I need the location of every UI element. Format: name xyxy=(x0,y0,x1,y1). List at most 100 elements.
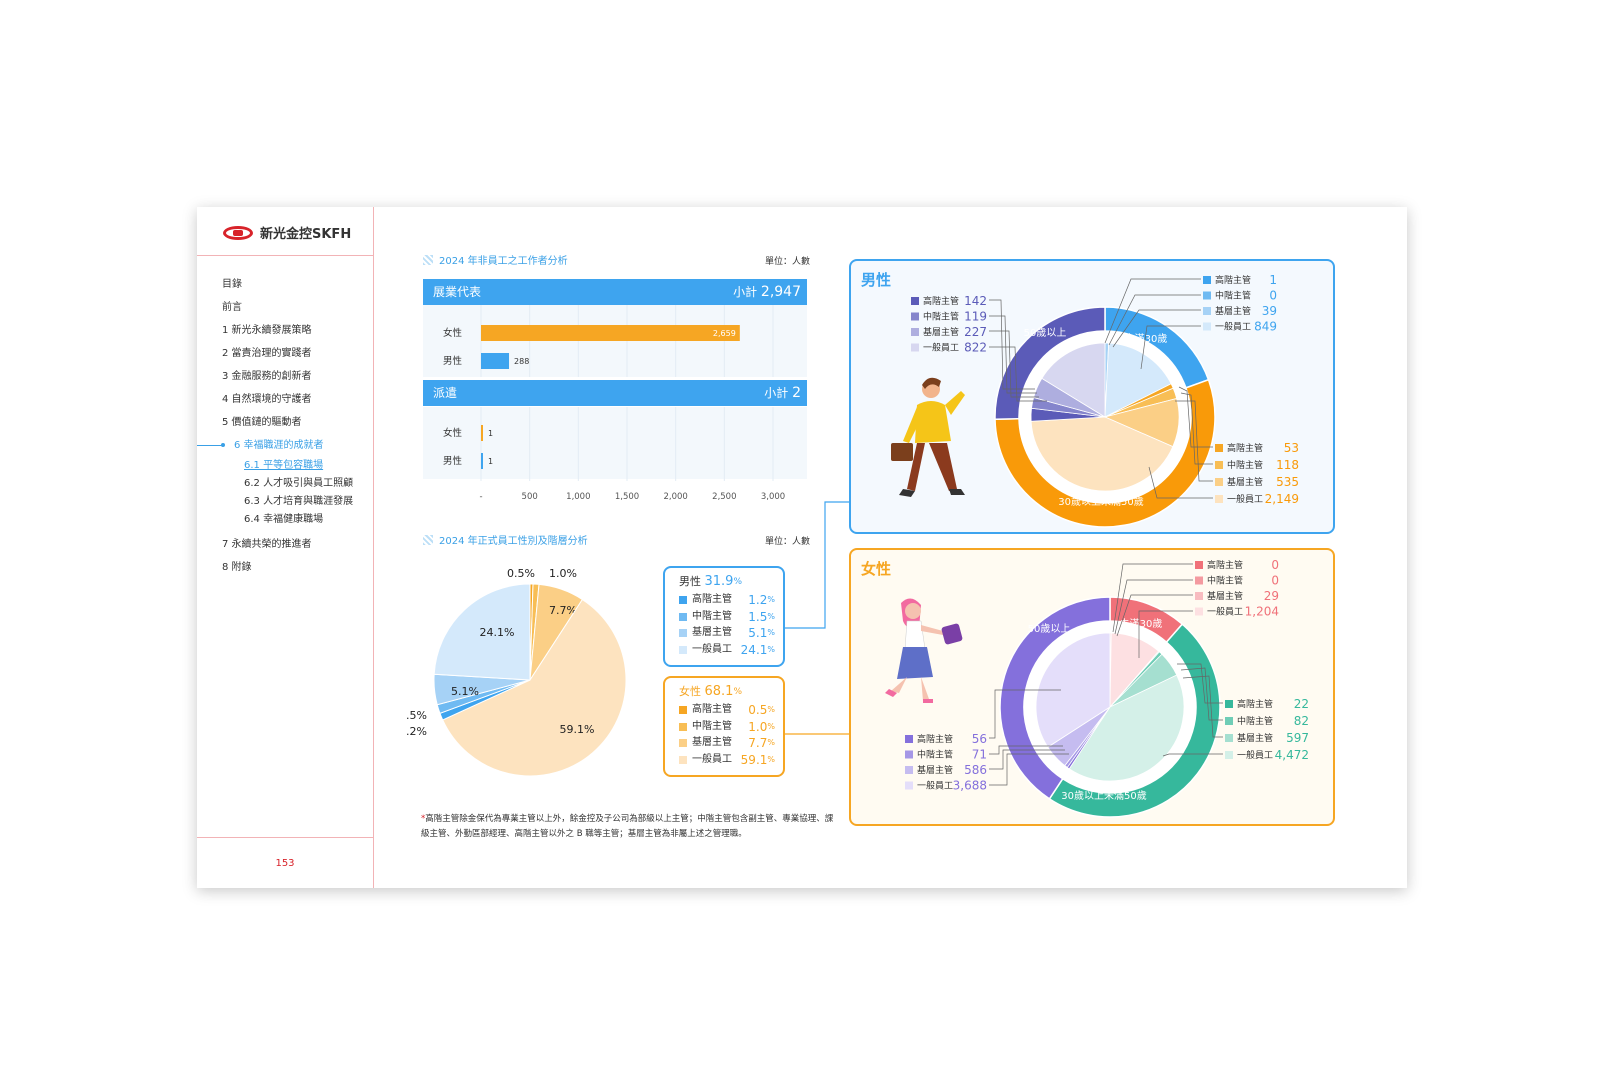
nav-subitem[interactable]: 6.3 人才培育與職涯發展 xyxy=(244,496,354,507)
legend-swatch xyxy=(911,297,919,305)
legend-pct-sign: % xyxy=(767,611,775,621)
legend-value: 597 xyxy=(1286,731,1309,745)
report-page: 新光金控SKFH 目錄 前言 1 新光永續發展策略 2 當責治理的實踐者 3 金… xyxy=(196,207,1407,888)
nav-item[interactable]: 2 當責治理的實踐者 xyxy=(222,348,312,359)
pie-slice-label: 24.1% xyxy=(480,626,515,639)
legend-value: 3,688 xyxy=(953,779,987,793)
pie-slice-label: 59.1% xyxy=(560,723,595,736)
x-tick-label: 500 xyxy=(522,492,538,502)
sidebar: 新光金控SKFH 目錄 前言 1 新光永續發展策略 2 當責治理的實踐者 3 金… xyxy=(196,207,374,888)
nav-item[interactable]: 4 自然環境的守護者 xyxy=(222,394,312,405)
legend-value: 586 xyxy=(964,763,987,777)
legend-row: 基層主管 5.1% xyxy=(679,625,775,642)
inner-pie-slice xyxy=(1104,342,1172,418)
nav-subitem[interactable]: 6.4 幸福健康職場 xyxy=(244,514,324,525)
legend-swatch xyxy=(1195,592,1203,600)
legend-value: 29 xyxy=(1264,589,1279,603)
nav-item[interactable]: 前言 xyxy=(222,302,242,313)
legend-label: 基層主管 xyxy=(692,737,732,748)
legend-pct-sign: % xyxy=(767,721,775,731)
legend-label: 中階主管 xyxy=(692,720,732,732)
brand-logo[interactable]: 新光金控SKFH xyxy=(223,223,351,242)
legend-value: 5.1 xyxy=(748,626,768,640)
legend-swatch xyxy=(679,706,687,715)
legend-label: 一般員工 xyxy=(1207,606,1243,618)
legend-value: 56 xyxy=(972,732,987,746)
legend-label: 中階主管 xyxy=(1215,290,1251,302)
legend-label: 一般員工 xyxy=(1215,321,1251,333)
legend-label: 中階主管 xyxy=(923,311,959,323)
nav-subitem[interactable]: 6.2 人才吸引與員工照顧 xyxy=(244,478,354,489)
donut-age-label: 30歲以上未滿50歲 xyxy=(1061,789,1146,802)
nav-item-active[interactable]: 6 幸福職涯的成就者 xyxy=(196,434,365,457)
legend-swatch xyxy=(905,735,913,743)
nav-item[interactable]: 3 金融服務的創新者 xyxy=(222,371,312,382)
leader-line xyxy=(989,315,1037,394)
legend-label: 中階主管 xyxy=(1227,459,1263,471)
legend-label: 基層主管 xyxy=(917,764,953,776)
legend-swatch xyxy=(1195,561,1203,569)
legend-value: 0 xyxy=(1271,574,1279,588)
leader-line xyxy=(1112,563,1193,633)
legend-pct-sign: % xyxy=(767,754,775,764)
legend-pct-sign: % xyxy=(767,705,775,714)
section-title-nonemployee: 2024 年非員工之工作者分析 xyxy=(423,252,568,267)
leader-line xyxy=(1177,663,1223,704)
inner-pie-slice xyxy=(1041,342,1106,418)
nav-item[interactable]: 目錄 xyxy=(222,279,242,290)
legend-swatch xyxy=(1203,276,1211,284)
bar-chart: - 500 1,000 1,500 2,000 2,500 3,000 女性 2,659 男性 28… xyxy=(423,305,807,502)
bar-header-label: 派遣 xyxy=(433,386,458,400)
legend-row: 中階主管 1.0% xyxy=(679,719,775,736)
hatched-square-icon xyxy=(423,534,433,545)
legend-label: 一般員工 xyxy=(692,643,732,655)
bar xyxy=(481,425,483,441)
legend-value: 2,149 xyxy=(1265,492,1299,506)
legend-swatch xyxy=(679,722,687,731)
page-number: 153 xyxy=(275,858,295,869)
x-tick-label: 1,500 xyxy=(615,492,639,502)
legend-female: 女性 68.1% 高階主管 0.5% 中階主管 1.0% 基層主管 7.7% 一般員工 59.… xyxy=(679,682,775,768)
bar-header-sales: 展業代表 小計 2,947 xyxy=(423,279,807,305)
legend-swatch xyxy=(679,596,687,605)
legend-swatch xyxy=(911,328,919,336)
legend-male-header: 男性 31.9% xyxy=(679,572,775,592)
legend-label: 高階主管 xyxy=(1207,559,1243,571)
nav-item[interactable]: 8 附錄 xyxy=(222,562,252,573)
legend-swatch xyxy=(911,312,919,321)
legend-pct-sign: % xyxy=(733,687,743,697)
nav-item[interactable]: 7 永續共榮的推進者 xyxy=(222,539,312,550)
legend-value: 142 xyxy=(964,294,987,308)
legend-value: 1.0 xyxy=(748,719,768,734)
x-tick-label: 1,000 xyxy=(566,492,590,502)
leader-line xyxy=(989,330,1039,398)
legend-swatch xyxy=(905,750,913,759)
legend-row: 一般員工 59.1% xyxy=(679,752,775,769)
subtotal-value: 2,947 xyxy=(760,284,801,300)
pie-slice-label: 7.7% xyxy=(549,604,577,617)
nav-item[interactable]: 5 價值鏈的驅動者 xyxy=(222,417,302,428)
legend-label: 基層主管 xyxy=(1237,732,1273,744)
legend-label: 基層主管 xyxy=(1215,305,1251,317)
leader-line xyxy=(989,299,1035,390)
donut-age-label: 50歲以上 xyxy=(1028,622,1071,635)
nav-item[interactable]: 1 新光永續發展策略 xyxy=(222,325,312,336)
leader-line xyxy=(989,346,1047,402)
hatched-square-icon xyxy=(423,254,433,265)
legend-label: 高階主管 xyxy=(692,704,732,715)
legend-label: 基層主管 xyxy=(692,627,732,638)
legend-value: 0.5 xyxy=(748,703,768,717)
legend-value: 59.1 xyxy=(740,752,768,767)
nav-subitem-current[interactable]: 6.1 平等包容職場 xyxy=(244,460,324,471)
legend-row: 一般員工 24.1% xyxy=(679,642,775,659)
bar-category-label: 女性 xyxy=(443,427,463,439)
legend-value: 822 xyxy=(964,341,987,355)
leader-line xyxy=(1162,753,1223,757)
legend-value: 227 xyxy=(964,325,987,339)
legend-label: 高階主管 xyxy=(917,733,953,745)
leader-line xyxy=(989,749,1065,770)
legend-pct-sign: % xyxy=(767,628,775,637)
section-title-employee: 2024 年正式員工性別及階層分析 xyxy=(423,532,588,547)
legend-pct-sign: % xyxy=(767,738,775,747)
legend-female-rows: 高階主管 0.5% 中階主管 1.0% 基層主管 7.7% 一般員工 59.1% xyxy=(679,702,775,768)
